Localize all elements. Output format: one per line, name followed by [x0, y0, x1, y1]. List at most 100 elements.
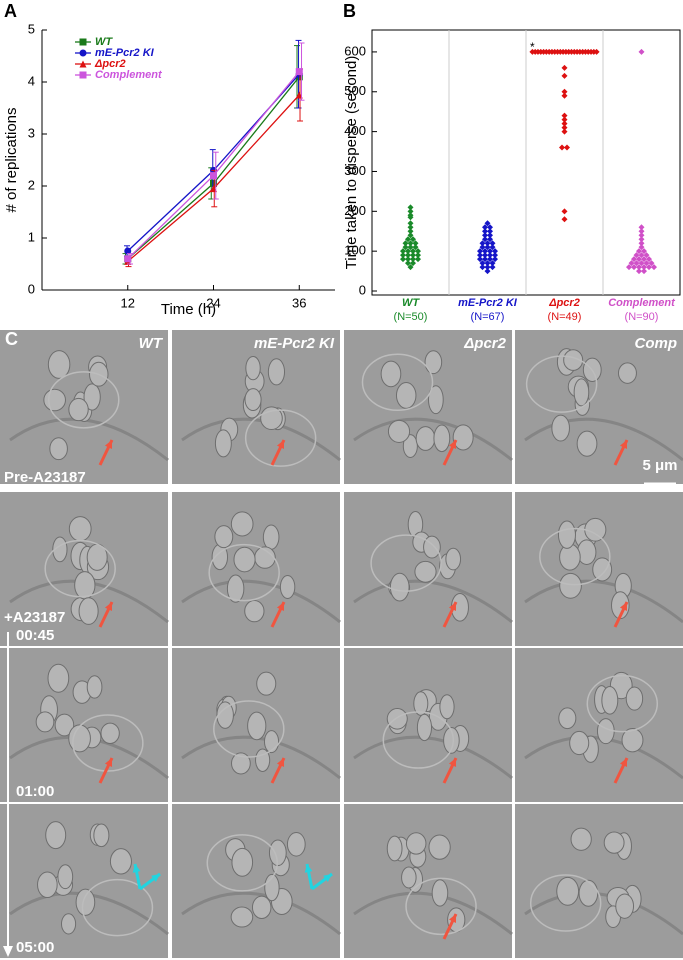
- data-point: [636, 264, 642, 271]
- parasite: [625, 686, 644, 711]
- parasite: [279, 574, 296, 599]
- parasite: [621, 728, 644, 753]
- y-tick-label: 5: [28, 21, 35, 36]
- data-point: [648, 260, 655, 267]
- parasite: [256, 671, 277, 696]
- x-tick-label: 24: [206, 295, 220, 310]
- category-label: Δpcr2: [548, 297, 580, 309]
- parasite: [78, 597, 99, 625]
- data-point: [484, 220, 491, 227]
- arrow-head: [104, 440, 113, 449]
- y-tick-label: 3: [28, 125, 35, 140]
- parasite: [262, 524, 280, 550]
- parasite: [569, 730, 590, 756]
- parasite: [83, 383, 101, 411]
- data-point: [410, 248, 416, 255]
- data-point: [633, 252, 640, 259]
- arrow-head: [619, 758, 628, 767]
- parasite: [445, 547, 462, 571]
- y-tick-label: 0: [359, 282, 366, 297]
- arrow-head: [448, 914, 457, 923]
- marker: [124, 247, 132, 255]
- data-point: [402, 240, 409, 247]
- parasite: [43, 388, 66, 412]
- vacuole: [72, 714, 144, 772]
- data-point: [410, 252, 416, 259]
- arrow-head: [276, 440, 285, 449]
- n-label: (N=49): [548, 311, 582, 323]
- parasite: [439, 694, 455, 720]
- time-label: 01:00: [16, 783, 54, 800]
- parasite: [100, 722, 120, 744]
- parasite: [245, 355, 261, 381]
- data-point: [405, 256, 411, 263]
- micrograph: [0, 804, 168, 958]
- marker: [79, 71, 87, 79]
- y-tick-label: 1: [28, 229, 35, 244]
- marker: [79, 49, 87, 57]
- data-point: [400, 248, 406, 255]
- data-point: [484, 264, 491, 271]
- parasite: [558, 707, 577, 730]
- parasite: [387, 419, 411, 443]
- data-point: [631, 256, 637, 263]
- data-point: [482, 224, 488, 231]
- legend-label: Complement: [95, 69, 163, 81]
- micrograph: [515, 330, 683, 484]
- parasite: [47, 663, 70, 693]
- n-label: (N=67): [471, 311, 505, 323]
- data-point: [412, 240, 419, 247]
- micrograph: [515, 804, 683, 958]
- marker: [79, 38, 87, 46]
- x-axis-title: Time (h): [161, 301, 216, 318]
- marker: [295, 68, 303, 76]
- parasite: [263, 730, 280, 754]
- data-point: [487, 224, 493, 231]
- y-tick-label: 300: [344, 163, 366, 178]
- data-point: [479, 260, 486, 267]
- parasite: [424, 350, 443, 375]
- parasite: [267, 358, 286, 386]
- parasite: [389, 572, 410, 602]
- column-header: WT: [139, 335, 164, 352]
- data-point: [415, 248, 421, 255]
- parasite: [230, 906, 254, 928]
- parasite: [556, 876, 580, 906]
- data-point: [651, 264, 657, 271]
- data-point: [407, 204, 414, 211]
- parasite: [61, 913, 77, 935]
- timeline-head: [3, 946, 13, 957]
- legend-label: WT: [95, 36, 113, 48]
- parasite: [452, 424, 474, 451]
- parasite: [380, 360, 402, 388]
- cell-outline: [524, 417, 683, 462]
- data-point: [407, 224, 414, 231]
- data-point: [407, 240, 414, 247]
- arrow-head: [448, 758, 457, 767]
- parasite: [75, 888, 96, 916]
- parasite: [603, 831, 625, 854]
- parasite: [570, 827, 592, 851]
- data-point: [487, 232, 493, 239]
- data-point: [400, 256, 406, 263]
- parasite: [244, 388, 262, 411]
- arrow-head: [132, 864, 141, 873]
- vacuole: [382, 711, 455, 769]
- data-point: [407, 244, 414, 251]
- data-point: [593, 48, 600, 55]
- data-point: [402, 244, 409, 251]
- arrow-head: [448, 440, 457, 449]
- data-point: [482, 236, 488, 243]
- data-point: [561, 112, 568, 119]
- parasite: [47, 350, 71, 379]
- vacuole: [213, 700, 285, 758]
- data-point: [489, 260, 496, 267]
- y-tick-label: 100: [344, 243, 366, 258]
- n-label: (N=90): [625, 311, 659, 323]
- data-point: [477, 252, 483, 259]
- y-tick-label: 0: [28, 281, 35, 296]
- data-point: [482, 232, 488, 239]
- vacuole: [361, 353, 434, 411]
- parasite: [45, 821, 67, 850]
- parasite: [413, 691, 429, 716]
